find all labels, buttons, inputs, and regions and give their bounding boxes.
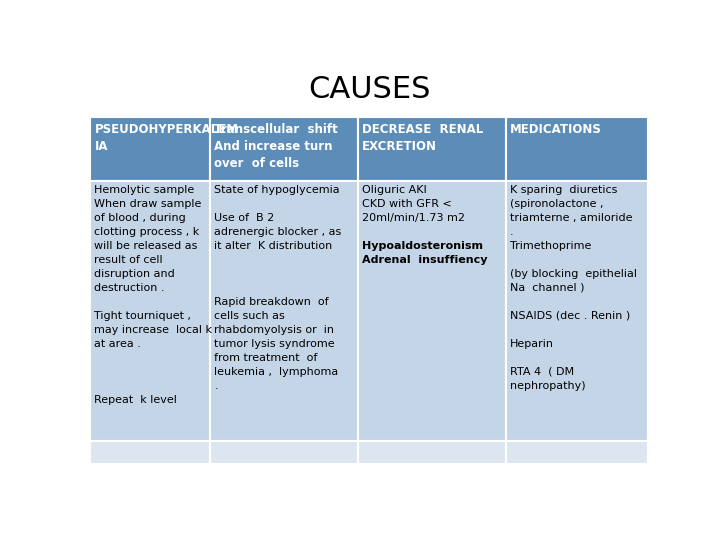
Bar (90, 181, 210, 441)
Bar (210, 181, 358, 441)
Bar (90, 117, 210, 181)
Bar (358, 181, 505, 441)
Bar (358, 117, 505, 181)
Bar (90, 441, 210, 464)
Text: K sparing  diuretics
(spironolactone ,
triamterne , amiloride
.
Trimethoprime

(: K sparing diuretics (spironolactone , tr… (510, 185, 637, 390)
Bar (505, 117, 648, 181)
Text: PSEUDOHYPERKALEM
IA: PSEUDOHYPERKALEM IA (94, 123, 238, 153)
Bar (358, 441, 505, 464)
Bar (505, 181, 648, 441)
Text: MEDICATIONS: MEDICATIONS (510, 123, 602, 136)
Text: DECREASE  RENAL
EXCRETION: DECREASE RENAL EXCRETION (362, 123, 484, 153)
Text: Oliguric AKI
CKD with GFR <
20ml/min/1.73 m2: Oliguric AKI CKD with GFR < 20ml/min/1.7… (362, 185, 465, 222)
Text: Hypoaldosteronism
Adrenal  insuffiency: Hypoaldosteronism Adrenal insuffiency (362, 241, 488, 265)
Bar (210, 117, 358, 181)
Bar (505, 441, 648, 464)
Text: CAUSES: CAUSES (307, 75, 431, 104)
Text: Transcellular  shift
And increase turn
over  of cells: Transcellular shift And increase turn ov… (215, 123, 338, 170)
Text: State of hypoglycemia

Use of  B 2
adrenergic blocker , as
it alter  K distribut: State of hypoglycemia Use of B 2 adrener… (215, 185, 342, 390)
Text: Hemolytic sample
When draw sample
of blood , during
clotting process , k
will be: Hemolytic sample When draw sample of blo… (94, 185, 212, 404)
Bar (210, 441, 358, 464)
